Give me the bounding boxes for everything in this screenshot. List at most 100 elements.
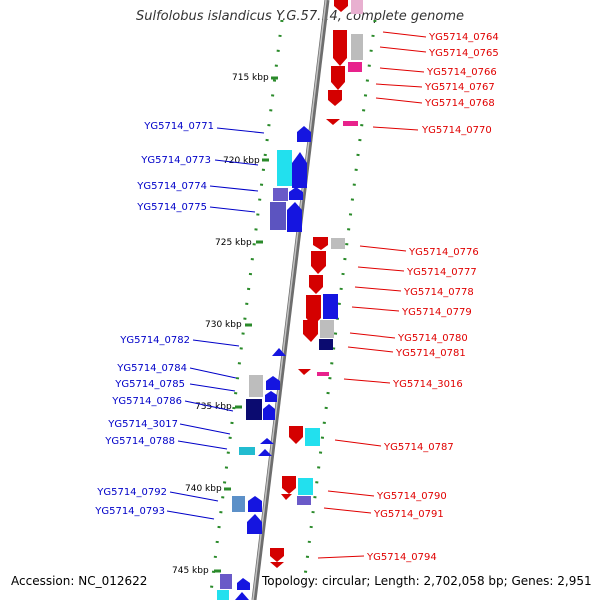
hit-box-0791 <box>297 496 311 505</box>
hit-box-0787 <box>305 428 320 446</box>
gene-label-0785[interactable]: YG5714_0785 <box>114 379 185 390</box>
hit-box-0779 <box>323 294 338 319</box>
gene-label-0793[interactable]: YG5714_0793 <box>94 506 165 517</box>
hit-box-3016 <box>317 372 329 376</box>
gene-arrow-0774 <box>289 187 303 200</box>
gene-arrow-0770 <box>326 119 340 125</box>
gene-arrow-0784 <box>266 376 280 390</box>
gene-label-0777[interactable]: YG5714_0777 <box>406 267 477 278</box>
hit-box-0784 <box>249 375 263 397</box>
scale-label-730: 730 kbp <box>205 320 242 330</box>
gene-label-0781[interactable]: YG5714_0781 <box>395 348 466 359</box>
gene-label-0776[interactable]: YG5714_0776 <box>408 247 479 258</box>
scale-label-720: 720 kbp <box>223 156 260 166</box>
gene-arrow-0788 <box>258 449 272 456</box>
gene-arrow-0775 <box>287 202 302 232</box>
gene-label-0794[interactable]: YG5714_0794 <box>366 552 437 563</box>
gene-label-0775[interactable]: YG5714_0775 <box>136 202 207 213</box>
gene-label-0780[interactable]: YG5714_0780 <box>397 333 468 344</box>
gene-arrow-0782 <box>272 348 286 356</box>
gene-arrow-0796 <box>237 578 250 590</box>
gene-arrow-0764 <box>334 0 348 12</box>
hit-box-0780 <box>320 320 334 338</box>
gene-label-0767[interactable]: YG5714_0767 <box>424 82 495 93</box>
genome-backbone <box>251 0 330 600</box>
gene-arrow-0792 <box>248 496 262 512</box>
gene-arrow-0778 <box>309 275 323 294</box>
hit-box-0781 <box>319 339 333 350</box>
gene-label-0784[interactable]: YG5714_0784 <box>116 363 187 374</box>
gene-label-0788[interactable]: YG5714_0788 <box>104 436 175 447</box>
gene-arrow-0771 <box>297 126 311 142</box>
hit-box-0770 <box>343 121 358 126</box>
gene-label-0790[interactable]: YG5714_0790 <box>376 491 447 502</box>
map-title: Sulfolobus islandicus Y.G.57.14, complet… <box>136 9 464 24</box>
gene-label-0768[interactable]: YG5714_0768 <box>424 98 495 109</box>
gene-label-0764[interactable]: YG5714_0764 <box>428 32 499 43</box>
accession-text: Accession: NC_012622 <box>9 573 150 589</box>
gene-arrow-0779 <box>306 295 321 326</box>
reverse-strand-genes <box>217 126 311 600</box>
gene-arrow-0765 <box>333 30 347 66</box>
hit-box-0786 <box>246 399 262 420</box>
gene-label-0765[interactable]: YG5714_0765 <box>428 48 499 59</box>
scale-label-715: 715 kbp <box>232 73 269 83</box>
hit-box-0765 <box>351 34 363 60</box>
green-tick-marks <box>208 19 377 600</box>
gene-label-0774[interactable]: YG5714_0774 <box>136 181 207 192</box>
gene-label-0792[interactable]: YG5714_0792 <box>96 487 167 498</box>
hit-box-0776 <box>331 238 345 249</box>
gene-arrow-0780 <box>303 320 318 342</box>
gene-arrow-0776 <box>313 237 328 250</box>
scale-label-725: 725 kbp <box>215 238 252 248</box>
scale-label-740: 740 kbp <box>185 484 222 494</box>
hit-box-0766 <box>348 62 362 72</box>
hit-box-0773 <box>277 150 292 186</box>
gene-arrow-0791 <box>281 494 292 500</box>
gene-label-3016[interactable]: YG5714_3016 <box>392 379 463 390</box>
left-dotted-track <box>208 19 284 600</box>
hit-box-0796 <box>220 574 232 589</box>
gene-label-0771[interactable]: YG5714_0771 <box>143 121 214 132</box>
gene-arrow-0785 <box>265 391 277 402</box>
gene-label-0782[interactable]: YG5714_0782 <box>119 335 190 346</box>
gene-arrow-0766 <box>331 66 345 90</box>
hit-box-0788 <box>239 447 255 455</box>
gene-label-0770[interactable]: YG5714_0770 <box>421 125 492 136</box>
gene-arrow-0786 <box>263 404 275 420</box>
hit-box-0774 <box>273 188 288 201</box>
gene-arrow-0795 <box>270 562 284 568</box>
gene-label-0766[interactable]: YG5714_0766 <box>426 67 497 78</box>
gene-label-0779[interactable]: YG5714_0779 <box>401 307 472 318</box>
label-connectors-right <box>317 31 427 559</box>
gene-label-3017[interactable]: YG5714_3017 <box>107 419 178 430</box>
scale-label-745: 745 kbp <box>172 566 209 576</box>
hit-box-0775 <box>270 202 286 230</box>
gene-arrow-0790 <box>282 476 296 494</box>
gene-arrow-3016 <box>298 369 311 375</box>
gene-arrow-3017 <box>260 438 274 444</box>
gene-arrow-0797 <box>235 592 249 600</box>
hit-box-0764 <box>351 0 363 14</box>
right-gene-labels: YG5714_0764 YG5714_0765 YG5714_0766 YG57… <box>366 32 499 563</box>
forward-strand-genes <box>270 0 363 568</box>
gene-arrow-0793 <box>247 514 262 534</box>
gene-arrow-0767 <box>328 90 342 106</box>
label-connectors-left <box>166 127 265 520</box>
hit-box-0790 <box>298 478 313 495</box>
gene-label-0786[interactable]: YG5714_0786 <box>111 396 182 407</box>
gene-label-0778[interactable]: YG5714_0778 <box>403 287 474 298</box>
left-gene-labels: YG5714_0771 YG5714_0773 YG5714_0774 YG57… <box>94 121 214 517</box>
gene-arrow-0773 <box>292 152 307 188</box>
gene-label-0791[interactable]: YG5714_0791 <box>373 509 444 520</box>
hit-box-0797 <box>217 590 229 600</box>
hit-box-0792 <box>232 496 245 512</box>
gene-arrow-0794 <box>270 548 284 562</box>
gene-label-0773[interactable]: YG5714_0773 <box>140 155 211 166</box>
topology-text: Topology: circular; Length: 2,702,058 bp… <box>260 573 594 589</box>
gene-label-0787[interactable]: YG5714_0787 <box>383 442 454 453</box>
gene-arrow-0787 <box>289 426 303 444</box>
gene-arrow-0777 <box>311 251 326 274</box>
